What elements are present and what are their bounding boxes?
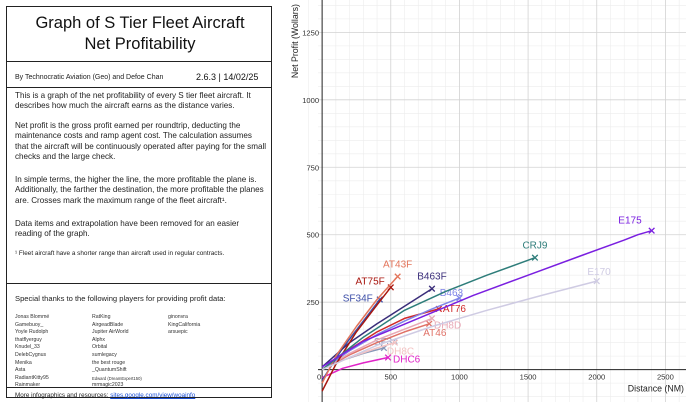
footer-text: More infographics and resources: [15,392,111,399]
max-range-marker [531,254,539,261]
contributor-name: Asta [15,367,26,374]
series-line [321,297,460,371]
max-range-marker [428,285,436,292]
series-label: E175 [618,216,642,227]
header-divider [7,87,271,88]
y-tick-label: 1000 [302,96,319,105]
contributor-name: DelebCygnus [15,351,47,358]
net-profit-paragraph: Net profit is the gross profit earned pe… [15,121,267,161]
contributor-name: KingCalifornia [168,321,201,328]
max-range-marker [428,315,436,322]
x-tick-label: 0 [317,373,321,382]
data-items-paragraph: Data items and extrapolation have been r… [15,219,240,239]
series-line [321,229,652,368]
series-line [321,323,430,371]
contributor-name: _QuantumShift [92,367,127,374]
info-panel: Graph of S Tier Fleet Aircraft Net Profi… [6,6,273,399]
series-label: DH8C [387,347,414,358]
series-label: AT75F [355,276,384,287]
version-date: 2.6.3 | 14/02/25 [196,72,259,82]
footer-divider [7,387,271,388]
x-tick-label: 2000 [588,373,605,382]
max-range-marker [593,277,601,285]
series-dhc6: DHC6 [321,354,421,379]
contributor-name: RadiantKitty95 [15,374,49,381]
authors-credit: By Technocratic Aviation (Geo) and Defoe… [15,74,164,81]
max-range-marker [648,227,655,234]
contributor-name: thatflyerguy [15,336,42,343]
series-crj9: CRJ9 [321,241,548,371]
series-line [321,280,597,371]
series-line [321,317,433,371]
series-at75f: AT75F [321,276,395,392]
series-label: DHC6 [393,354,421,365]
series-label: AT76 [443,304,467,315]
y-tick-label: 1250 [302,28,319,37]
panel-title: Graph of S Tier Fleet Aircraft Net Profi… [7,13,273,55]
series-label: AT43F [383,260,412,271]
contributor-name: mrmagic2023 [92,382,124,389]
thanks-divider [7,283,271,284]
contributor-name: Rainmaker [15,382,41,389]
footnote: ¹ Fleet aircraft have a shorter range th… [15,250,225,257]
series-label: CRJ9 [522,241,547,252]
series-label: DH8D [434,320,461,331]
contributor-name: Edward (DreamExpert150) [92,375,142,381]
series-label: B463F [417,272,446,283]
series-line [321,256,536,371]
contributor-name: sumlegacy [92,351,117,358]
x-tick-label: 1500 [520,373,537,382]
contributor-name: Menika [15,359,32,366]
thanks-column-2: RatKing AirgeadBlade Jupiter AirWorld Al… [92,314,142,390]
footer: More infographics and resources: sites.g… [15,392,195,399]
thanks-column-1: Jonas Blommé Gamebuoy_ Yoyle Rudolph tha… [15,314,49,390]
contributor-name: Gamebuoy_ [15,321,44,328]
series-line [321,286,392,392]
max-range-marker [425,320,433,328]
series-dh8d: DH8D [321,315,461,371]
title-line-1: Graph of S Tier Fleet Aircraft [35,14,245,32]
series-at46: AT46 [321,320,447,371]
x-tick-label: 2500 [657,373,674,382]
series-e170: E170 [321,267,611,371]
contributor-name: Alphx [92,336,105,343]
title-divider [7,61,271,62]
series-line [321,356,389,379]
x-axis-label: Distance (NM) [628,384,684,394]
minor-grid [308,0,686,402]
contributor-name: arsuepic [168,329,188,336]
contributor-name: Knudel_33 [15,344,40,351]
resources-link[interactable]: sites.google.com/view/woainfo [110,392,196,399]
title-line-2: Net Profitability [84,35,196,53]
series-label: E170 [587,267,611,278]
y-axis-label: Net Profit (Wollars) [290,4,300,78]
contributor-name: Yoyle Rudolph [15,329,49,336]
y-tick-label: 500 [306,231,319,240]
contributor-name: Jonas Blommé [15,314,50,320]
contributor-name: AirgeadBlade [92,321,124,328]
series-label: SF34F [343,293,373,304]
contributor-name: ginonvra [168,314,188,320]
series-e175: E175 [321,216,655,368]
y-tick-label: 750 [306,163,319,172]
thanks-title: Special thanks to the following players … [15,294,226,303]
contributor-name: Jupiter AirWorld [92,329,129,336]
max-range-marker [394,273,401,280]
series-label: B463 [440,288,464,299]
major-grid [318,0,686,402]
contributor-name: Orbital [92,344,108,351]
contributor-name: RatKing [92,314,111,320]
thanks-column-3: ginonvra KingCalifornia arsuepic [168,314,200,337]
intro-paragraph: This is a graph of the net profitability… [15,91,251,111]
x-tick-label: 1000 [451,373,468,382]
simple-terms-paragraph: In simple terms, the higher the line, th… [15,175,264,205]
contributor-name: the best rouge [92,359,126,366]
x-tick-label: 500 [384,373,397,382]
max-range-marker [391,339,399,346]
max-range-marker [384,354,392,361]
series-label: AT46 [423,328,447,339]
y-tick-label: 250 [306,298,319,307]
